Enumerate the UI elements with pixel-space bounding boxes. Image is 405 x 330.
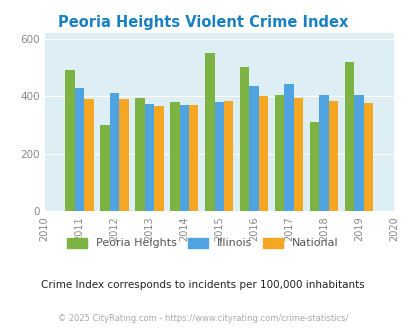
Bar <box>239 68 249 211</box>
Bar <box>284 84 293 211</box>
Bar <box>249 86 258 211</box>
Bar <box>328 101 337 211</box>
Bar <box>100 125 109 211</box>
Bar <box>189 105 198 211</box>
Bar <box>109 93 119 211</box>
Bar <box>224 101 233 211</box>
Bar <box>353 95 363 211</box>
Text: Peoria Heights Violent Crime Index: Peoria Heights Violent Crime Index <box>58 15 347 30</box>
Bar <box>293 98 303 211</box>
Legend: Peoria Heights, Illinois, National: Peoria Heights, Illinois, National <box>62 233 343 253</box>
Bar <box>154 106 163 211</box>
Text: Crime Index corresponds to incidents per 100,000 inhabitants: Crime Index corresponds to incidents per… <box>41 280 364 290</box>
Bar <box>214 102 224 211</box>
Text: © 2025 CityRating.com - https://www.cityrating.com/crime-statistics/: © 2025 CityRating.com - https://www.city… <box>58 314 347 323</box>
Bar <box>135 98 144 211</box>
Bar <box>170 102 179 211</box>
Bar <box>179 105 189 211</box>
Bar <box>205 53 214 211</box>
Bar <box>309 122 318 211</box>
Bar <box>274 95 283 211</box>
Bar <box>75 88 84 211</box>
Bar <box>84 99 94 211</box>
Bar <box>144 104 154 211</box>
Bar <box>119 99 128 211</box>
Bar <box>258 96 268 211</box>
Bar <box>344 62 353 211</box>
Bar <box>363 103 372 211</box>
Bar <box>318 95 328 211</box>
Bar <box>65 70 75 211</box>
